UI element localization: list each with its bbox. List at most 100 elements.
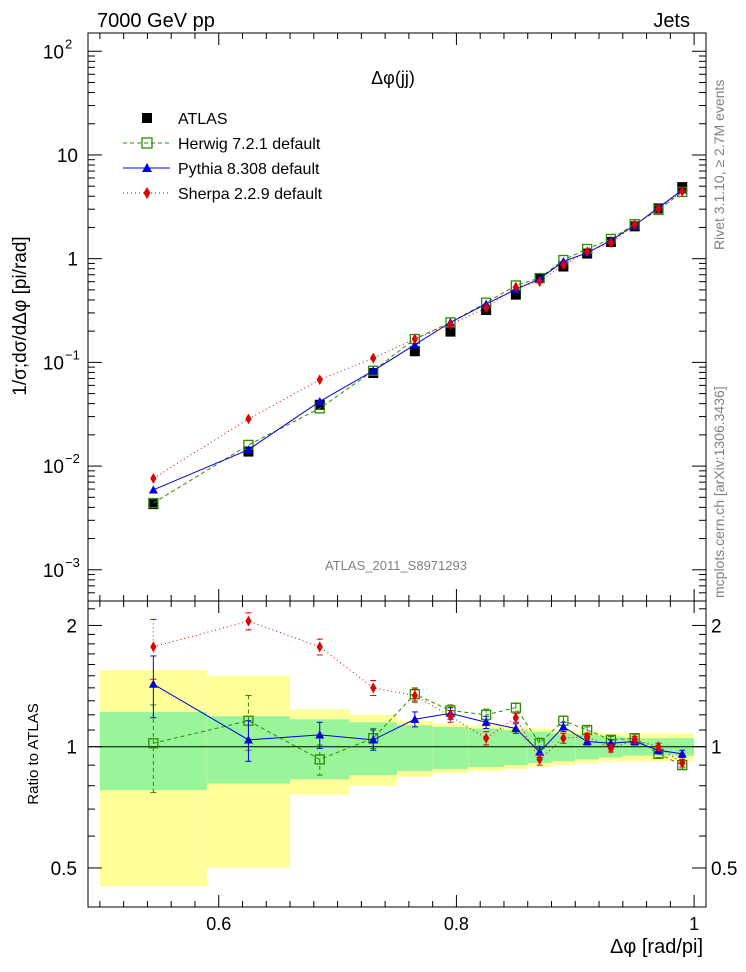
ratio-series-point: [411, 690, 418, 701]
x-tick-label: 1: [689, 914, 699, 934]
plot-title: Δφ(jj): [371, 68, 415, 88]
legend-label: Herwig 7.2.1 default: [178, 136, 321, 153]
ratio-series-point: [679, 757, 686, 769]
ratio-tick-label-right: 1: [711, 738, 722, 759]
ratio-tick-label-right: 0.5: [711, 859, 737, 880]
series-point: [150, 473, 157, 484]
ratio-series-point: [148, 738, 159, 749]
ratio-series-point: [370, 682, 377, 694]
ratio-series-point: [150, 641, 157, 653]
legend-label: ATLAS: [178, 111, 228, 128]
ratio-series-point: [607, 743, 615, 754]
energy-label: 7000 GeV pp: [97, 10, 215, 32]
ratio-series-point: [655, 741, 662, 753]
series-point: [243, 445, 253, 454]
ratio-series-point: [368, 735, 378, 744]
band-inner: [432, 726, 469, 770]
ratio-tick-label: 2: [66, 616, 77, 637]
y-tick-label: 10: [43, 561, 64, 582]
series-point: [148, 485, 158, 494]
ratio-series-point: [482, 732, 490, 744]
ratio-series-point: [316, 641, 323, 653]
series-line: [153, 189, 683, 491]
ratio-series-point: [243, 735, 253, 744]
ratio-series-point: [584, 731, 591, 742]
series-point: [315, 396, 325, 406]
series-point: [368, 366, 378, 375]
ratio-series-point: [560, 732, 567, 744]
series-line: [153, 191, 683, 479]
data-point-atlas: [510, 289, 521, 300]
x-tick-label: 0.6: [206, 914, 231, 934]
ratio-series-group: [148, 612, 688, 793]
series-point: [631, 219, 638, 231]
ratio-series-point: [447, 710, 454, 722]
y-tick-label: 10: [43, 457, 64, 478]
y-tick-exponent: −2: [65, 451, 80, 466]
legend-label: Pythia 8.308 default: [178, 161, 320, 178]
ratio-uncertainty-bands: [99, 670, 695, 887]
ratio-axis-label: Ratio to ATLAS: [25, 703, 42, 804]
series-point: [316, 374, 323, 386]
series-point: [679, 186, 686, 197]
ratio-series-point: [148, 679, 158, 688]
mcplots-label: mcplots.cern.ch [arXiv:1306.3436]: [711, 386, 727, 598]
x-tick-label: 0.8: [444, 914, 469, 934]
legend: ATLAS Herwig 7.2.1 default Pythia 8.308 de…: [123, 111, 323, 203]
legend-marker: [141, 137, 153, 149]
analysis-watermark: ATLAS_2011_S8971293: [325, 558, 467, 573]
legend-marker: [143, 187, 151, 199]
series-point: [560, 259, 567, 271]
ratio-tick-label: 1: [66, 738, 77, 759]
y-tick-exponent: −1: [65, 347, 80, 362]
ratio-series-line: [153, 693, 683, 766]
y-tick-exponent: 2: [65, 36, 72, 51]
legend-label: Sherpa 2.2.9 default: [178, 186, 323, 203]
ratio-series-point: [631, 734, 638, 746]
series-point: [411, 333, 418, 345]
y-tick-exponent: −3: [65, 555, 80, 570]
ratio-tick-label-right: 2: [711, 616, 722, 637]
series-point: [245, 413, 252, 425]
ratio-series-point: [245, 615, 252, 627]
ratio-series-point: [536, 754, 543, 765]
band-inner: [551, 733, 576, 762]
ratio-plot-frame: [87, 600, 707, 908]
series-point: [148, 497, 159, 509]
band-inner: [397, 725, 433, 772]
main-series-group: [148, 182, 688, 510]
x-axis-label: Δφ [rad/pi]: [610, 936, 703, 958]
series-point: [512, 281, 519, 293]
legend-marker: [142, 113, 152, 123]
ratio-series-point: [677, 749, 687, 758]
y-tick-label: 1: [67, 250, 78, 271]
series-point: [370, 352, 377, 364]
y-axis-label: 1/σ;dσ/dΔφ [pi/rad]: [10, 236, 31, 395]
series-point: [536, 276, 543, 288]
data-point-atlas: [409, 346, 420, 357]
ratio-series-point: [511, 723, 521, 733]
ratio-series-point: [510, 702, 521, 713]
ratio-series-point: [512, 712, 519, 724]
band-inner: [503, 730, 528, 766]
ratio-series-point: [481, 717, 491, 726]
ratio-series-point: [314, 754, 325, 765]
series-point: [482, 302, 490, 314]
process-label: Jets: [653, 10, 690, 32]
ratio-series-point: [558, 722, 568, 731]
data-point-atlas: [445, 326, 456, 337]
ratio-series-line: [153, 620, 683, 764]
y-tick-label: 10: [43, 353, 64, 374]
rivet-label: Rivet 3.1.10, ≥ 2.7M events: [711, 80, 727, 250]
y-tick-label: 10: [57, 146, 78, 167]
series-point: [447, 319, 454, 330]
ratio-series-point: [315, 730, 325, 739]
series-point: [584, 246, 591, 257]
y-tick-label: 10: [43, 42, 64, 63]
ratio-tick-label: 0.5: [51, 859, 77, 880]
ratio-series-point: [410, 714, 420, 723]
series-point: [607, 237, 615, 249]
data-point-atlas: [148, 499, 159, 510]
